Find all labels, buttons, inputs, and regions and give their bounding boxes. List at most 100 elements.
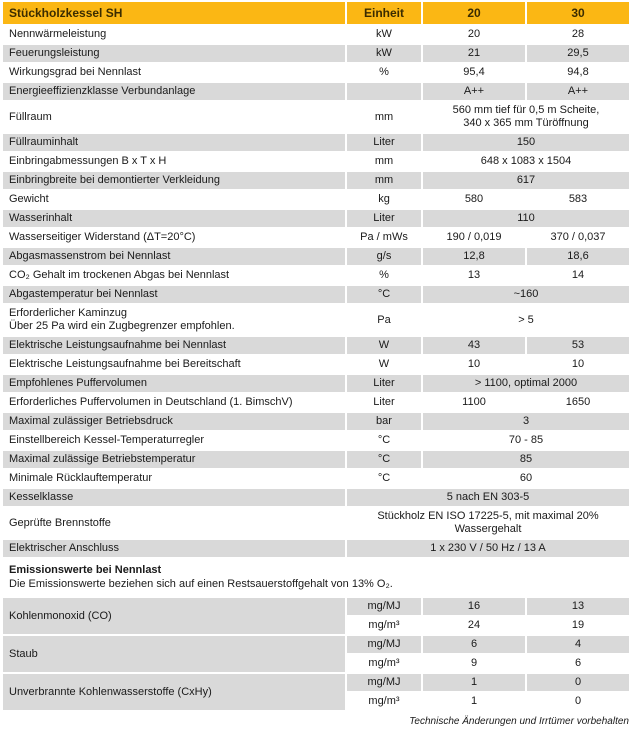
row-unit: mm bbox=[347, 102, 421, 132]
table-row: Gewicht kg 580 583 bbox=[3, 191, 629, 208]
row-label: Einstellbereich Kessel-Temperaturregler bbox=[3, 432, 345, 449]
row-value-20: 580 bbox=[423, 191, 525, 208]
row-value-merged: 150 bbox=[423, 134, 629, 151]
row-label: Wirkungsgrad bei Nennlast bbox=[3, 64, 345, 81]
emissions-section-title: Emissionswerte bei Nennlast bbox=[9, 564, 162, 576]
row-label: Nennwärmeleistung bbox=[3, 26, 345, 43]
emission-unit: mg/MJ bbox=[347, 674, 421, 691]
table-row: Kesselklasse 5 nach EN 303-5 bbox=[3, 489, 629, 506]
row-value-30: 370 / 0,037 bbox=[527, 229, 629, 246]
row-value-merged: 1 x 230 V / 50 Hz / 13 A bbox=[347, 540, 629, 557]
footer-note: Technische Änderungen und Irrtümer vorbe… bbox=[409, 716, 629, 727]
row-label: Abgasmassenstrom bei Nennlast bbox=[3, 248, 345, 265]
emission-value-30: 4 bbox=[527, 636, 629, 653]
emission-label: Staub bbox=[3, 636, 345, 672]
row-value-30: 10 bbox=[527, 356, 629, 373]
table-row: Wasserseitiger Widerstand (ΔT=20°C) Pa /… bbox=[3, 229, 629, 246]
row-unit: Pa / mWs bbox=[347, 229, 421, 246]
table-row: Elektrischer Anschluss 1 x 230 V / 50 Hz… bbox=[3, 540, 629, 557]
row-unit: % bbox=[347, 64, 421, 81]
table-row: Maximal zulässige Betriebstemperatur °C … bbox=[3, 451, 629, 468]
row-unit: Liter bbox=[347, 375, 421, 392]
row-value-20: A++ bbox=[423, 83, 525, 100]
row-label: Energieeffizienzklasse Verbundanlage bbox=[3, 83, 345, 100]
row-label: Gewicht bbox=[3, 191, 345, 208]
emission-value-20: 1 bbox=[423, 674, 525, 691]
row-unit: W bbox=[347, 337, 421, 354]
row-value-20: 190 / 0,019 bbox=[423, 229, 525, 246]
row-value-merged: 110 bbox=[423, 210, 629, 227]
row-value-20: 13 bbox=[423, 267, 525, 284]
row-label: Empfohlenes Puffervolumen bbox=[3, 375, 345, 392]
emission-unit: mg/m³ bbox=[347, 617, 421, 634]
emission-value-30: 13 bbox=[527, 598, 629, 615]
row-value-merged: > 1100, optimal 2000 bbox=[423, 375, 629, 392]
emission-value-20: 6 bbox=[423, 636, 525, 653]
row-unit: °C bbox=[347, 470, 421, 487]
row-label: Einbringabmessungen B x T x H bbox=[3, 153, 345, 170]
table-row: Maximal zulässiger Betriebsdruck bar 3 bbox=[3, 413, 629, 430]
emission-value-30: 19 bbox=[527, 617, 629, 634]
row-value-merged: > 5 bbox=[423, 305, 629, 335]
emission-row: mg/m³ 1 0 bbox=[3, 693, 629, 710]
emission-value-30: 6 bbox=[527, 655, 629, 672]
table-row: Empfohlenes Puffervolumen Liter > 1100, … bbox=[3, 375, 629, 392]
row-value-30: 583 bbox=[527, 191, 629, 208]
row-value-merged: Stückholz EN ISO 17225-5, mit maximal 20… bbox=[347, 508, 629, 538]
table-row: Einbringabmessungen B x T x H mm 648 x 1… bbox=[3, 153, 629, 170]
emission-row: Kohlenmonoxid (CO) mg/MJ 16 13 bbox=[3, 598, 629, 634]
row-value-20: 20 bbox=[423, 26, 525, 43]
emission-value-20: 16 bbox=[423, 598, 525, 615]
row-label: Maximal zulässige Betriebstemperatur bbox=[3, 451, 345, 468]
row-value-30: 18,6 bbox=[527, 248, 629, 265]
row-label: Kesselklasse bbox=[3, 489, 345, 506]
row-value-20: 43 bbox=[423, 337, 525, 354]
emission-row: Staub mg/MJ 6 4 bbox=[3, 636, 629, 672]
row-value-20: 10 bbox=[423, 356, 525, 373]
emission-unit: mg/m³ bbox=[347, 693, 421, 710]
row-value-20: 1100 bbox=[423, 394, 525, 411]
row-unit: °C bbox=[347, 432, 421, 449]
emission-label: Unverbrannte Kohlenwasserstoffe (CxHy) bbox=[3, 674, 345, 710]
row-label: Füllraum bbox=[3, 102, 345, 132]
row-unit: mm bbox=[347, 153, 421, 170]
row-label: Elektrische Leistungsaufnahme bei Bereit… bbox=[3, 356, 345, 373]
row-value-merged: 560 mm tief für 0,5 m Scheite, 340 x 365… bbox=[423, 102, 629, 132]
row-value-30: 1650 bbox=[527, 394, 629, 411]
emission-row: mg/m³ 24 19 bbox=[3, 617, 629, 634]
row-label: Feuerungsleistung bbox=[3, 45, 345, 62]
row-value-30: A++ bbox=[527, 83, 629, 100]
table-row: Energieeffizienzklasse Verbundanlage A++… bbox=[3, 83, 629, 100]
table-row: Elektrische Leistungsaufnahme bei Bereit… bbox=[3, 356, 629, 373]
table-row: Einbringbreite bei demontierter Verkleid… bbox=[3, 172, 629, 189]
row-value-merged: 70 - 85 bbox=[423, 432, 629, 449]
emission-value-30: 0 bbox=[527, 674, 629, 691]
column-header-einheit: Einheit bbox=[347, 2, 421, 24]
row-unit: mm bbox=[347, 172, 421, 189]
table-row: Minimale Rücklauftemperatur °C 60 bbox=[3, 470, 629, 487]
row-unit: °C bbox=[347, 286, 421, 303]
row-label: Abgastemperatur bei Nennlast bbox=[3, 286, 345, 303]
row-unit: Liter bbox=[347, 134, 421, 151]
emission-unit: mg/m³ bbox=[347, 655, 421, 672]
row-label: Einbringbreite bei demontierter Verkleid… bbox=[3, 172, 345, 189]
emission-value-20: 24 bbox=[423, 617, 525, 634]
row-unit: bar bbox=[347, 413, 421, 430]
row-unit: Liter bbox=[347, 210, 421, 227]
table-title: Stückholzkessel SH bbox=[3, 2, 345, 24]
row-label: Wasserinhalt bbox=[3, 210, 345, 227]
table-row: Feuerungsleistung kW 21 29,5 bbox=[3, 45, 629, 62]
table-row: Abgastemperatur bei Nennlast °C ~160 bbox=[3, 286, 629, 303]
row-unit: W bbox=[347, 356, 421, 373]
table-row: Füllrauminhalt Liter 150 bbox=[3, 134, 629, 151]
row-value-20: 95,4 bbox=[423, 64, 525, 81]
row-value-30: 94,8 bbox=[527, 64, 629, 81]
emission-row: mg/m³ 9 6 bbox=[3, 655, 629, 672]
table-row: Wasserinhalt Liter 110 bbox=[3, 210, 629, 227]
row-unit: Liter bbox=[347, 394, 421, 411]
table-row: Erforderliches Puffervolumen in Deutschl… bbox=[3, 394, 629, 411]
row-value-merged: 5 nach EN 303-5 bbox=[347, 489, 629, 506]
table-row: Elektrische Leistungsaufnahme bei Nennla… bbox=[3, 337, 629, 354]
row-value-merged: 60 bbox=[423, 470, 629, 487]
emissions-section: Emissionswerte bei Nennlast Die Emission… bbox=[3, 559, 629, 596]
